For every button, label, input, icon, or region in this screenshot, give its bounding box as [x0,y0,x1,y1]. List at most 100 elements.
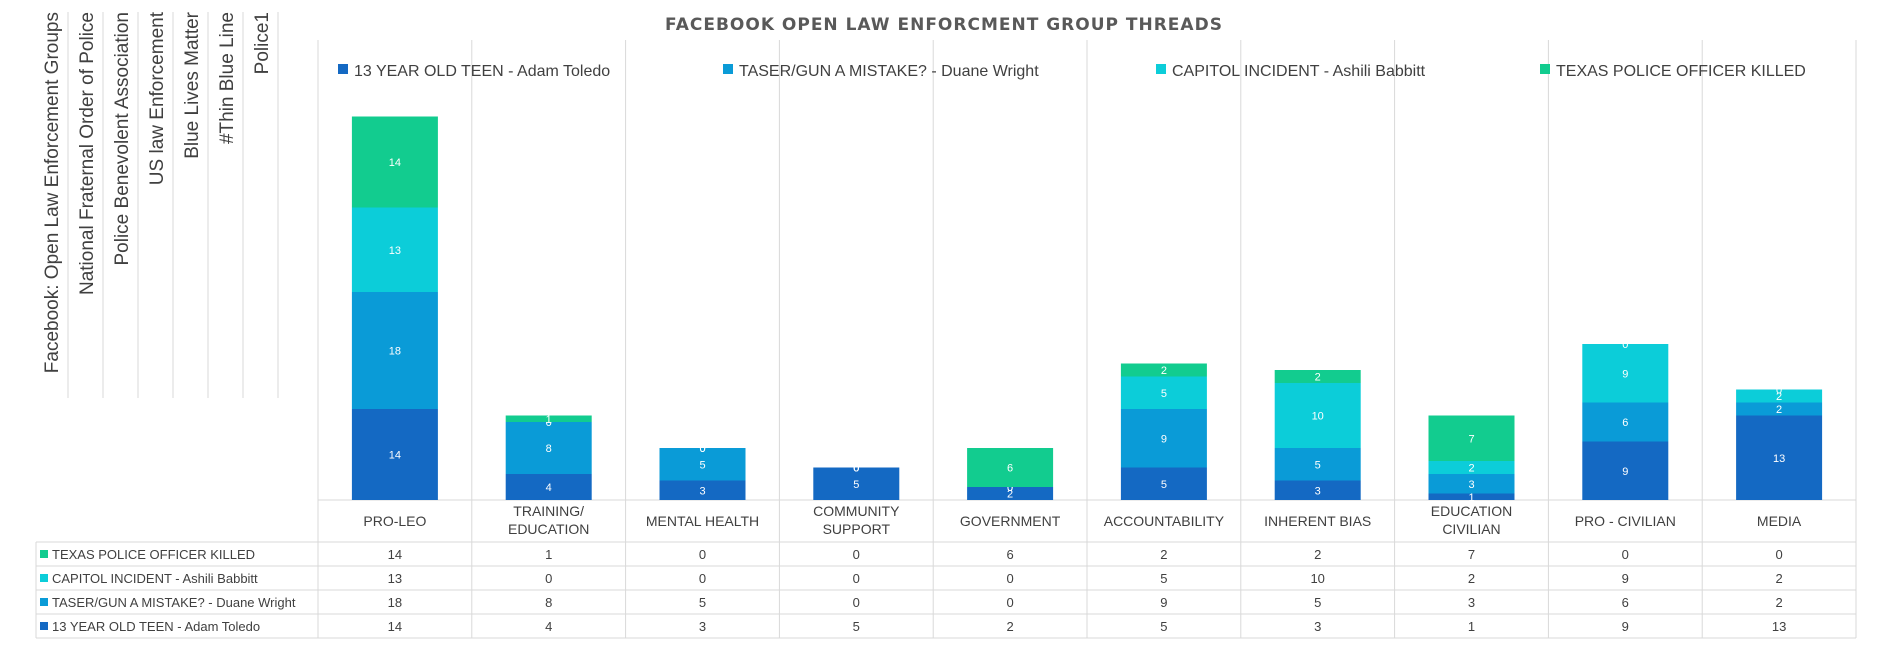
bar-value-label: 3 [1315,485,1321,497]
legend-swatch [338,64,348,74]
table-cell-value: 0 [853,571,860,586]
bar-value-label: 3 [1468,479,1474,491]
table-cell-value: 3 [1314,619,1321,634]
table-legend-key [40,550,48,558]
category-label: PRO - CIVILIAN [1575,513,1676,529]
bar-segment [1428,474,1515,494]
table-cell-value: 9 [1622,619,1629,634]
legend-label: TASER/GUN A MISTAKE? - Duane Wright [739,63,1039,80]
category-label: TRAINING/EDUCATION [508,503,589,537]
bar-segment [1428,493,1515,500]
category-label: INHERENT BIAS [1264,513,1371,529]
side-label: Blue Lives Matter [182,11,203,158]
legend-label: TEXAS POLICE OFFICER KILLED [1556,63,1806,80]
bar-segment [967,448,1054,487]
bar-value-label: 9 [1161,433,1167,445]
category-label: PRO-LEO [363,513,426,529]
chart-bars: 1418131448013500500020065952351021327969… [351,116,1823,504]
side-label: #Thin Blue Line [217,12,238,144]
bar-value-label: 7 [1468,433,1474,445]
table-cell-value: 0 [1006,595,1013,610]
bar-segment [1582,441,1669,500]
bar-value-label: 9 [1622,466,1628,478]
table-cell-value: 0 [699,547,706,562]
bar-segment [505,474,592,500]
table-cell-value: 6 [1006,547,1013,562]
bar-segment [1736,415,1823,500]
bar-value-label: 0 [1007,482,1013,494]
bar-value-label: 2 [1776,391,1782,403]
category-label: ACCOUNTABILITY [1104,513,1225,529]
table-cell-value: 0 [1006,571,1013,586]
table-legend-key [40,598,48,606]
bar-value-label: 0 [1622,339,1628,351]
table-cell-value: 2 [1775,595,1782,610]
bar-segment [659,480,746,500]
bar-value-label: 5 [853,479,859,491]
category-label: MENTAL HEALTH [646,513,759,529]
table-cell-value: 5 [1314,595,1321,610]
side-label: US law Enforcement [147,11,168,185]
legend-label: 13 YEAR OLD TEEN - Adam Toledo [354,63,610,80]
bar-segment [967,487,1054,500]
bar-segment [351,207,438,292]
table-cell-value: 2 [1314,547,1321,562]
table-cell-value: 2 [1775,571,1782,586]
table-cell-value: 0 [853,547,860,562]
chart-title: FACEBOOK OPEN LAW ENFORCMENT GROUP THREA… [665,15,1223,35]
bar-segment [1274,448,1361,481]
table-cell-value: 2 [1160,547,1167,562]
bar-value-label: 6 [1007,463,1013,475]
table-cell-value: 5 [853,619,860,634]
bar-value-label: 2 [1468,463,1474,475]
table-cell-value: 0 [853,595,860,610]
legend-swatch [723,64,733,74]
bar-segment [813,467,900,500]
table-series-name: CAPITOL INCIDENT - Ashili Babbitt [52,571,258,586]
bar-value-label: 1 [1468,492,1474,504]
side-label: Facebook: Open Law Enforcement Groups [42,12,63,373]
table-legend-key [40,574,48,582]
bar-segment [505,415,592,422]
bar-value-label: 13 [1773,453,1785,465]
bar-value-label: 5 [1161,479,1167,491]
bar-segment [351,409,438,500]
bar-segment [1582,344,1669,403]
table-series-name: TEXAS POLICE OFFICER KILLED [52,547,255,562]
category-label: COMMUNITY SUPPORT [813,503,900,537]
bar-segment [1274,370,1361,383]
bar-segment [1428,415,1515,461]
bar-segment [1274,480,1361,500]
table-cell-value: 13 [388,571,402,586]
table-cell-value: 3 [699,619,706,634]
table-cell-value: 10 [1310,571,1324,586]
bar-value-label: 0 [1776,385,1782,397]
bar-value-label: 14 [389,450,401,462]
table-series-name: TASER/GUN A MISTAKE? - Duane Wright [52,595,296,610]
table-cell-value: 5 [1160,619,1167,634]
legend-swatch [1540,64,1550,74]
chart-legend: 13 YEAR OLD TEEN - Adam Toledo TASER/GUN … [338,63,1806,80]
table-cell-value: 0 [1622,547,1629,562]
table-cell-value: 7 [1468,547,1475,562]
bar-value-label: 0 [1007,482,1013,494]
table-cell-value: 9 [1622,571,1629,586]
data-table: PRO-LEO TRAINING/EDUCATION MENTAL HEALTH CO… [35,503,1857,639]
category-label: GOVERNMENT [960,513,1061,529]
table-cell-value: 18 [388,595,402,610]
bar-value-label: 2 [1161,365,1167,377]
table-legend-key [40,622,48,630]
table-cell-value: 6 [1622,595,1629,610]
table-series-name: 13 YEAR OLD TEEN - Adam Toledo [52,619,260,634]
bar-value-label: 8 [546,443,552,455]
bar-value-label: 0 [853,463,859,475]
category-label: MEDIA [1757,513,1802,529]
bar-value-label: 14 [389,157,401,169]
bar-value-label: 5 [699,459,705,471]
table-cell-value: 8 [545,595,552,610]
bar-value-label: 0 [853,463,859,475]
bar-value-label: 18 [389,346,401,358]
bar-segment [505,422,592,474]
bar-segment [1120,409,1207,468]
bar-value-label: 3 [699,485,705,497]
